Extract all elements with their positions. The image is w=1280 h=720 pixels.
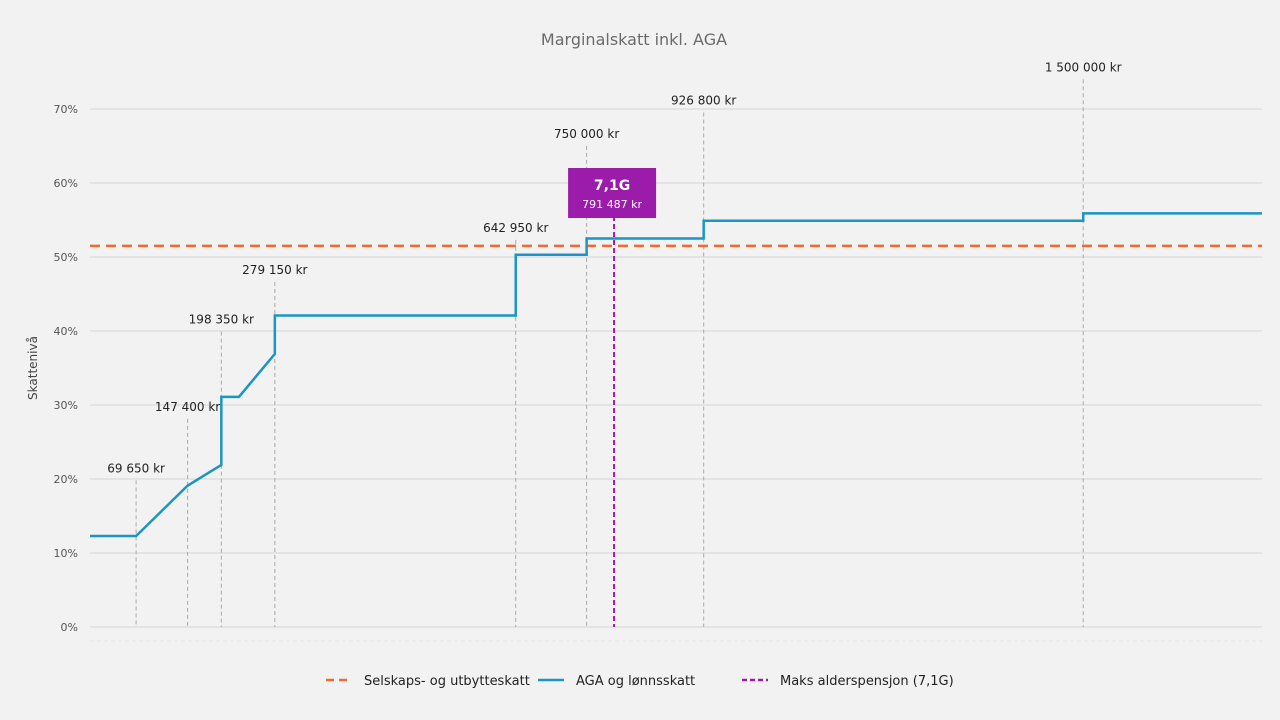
y-tick-label: 30% xyxy=(54,399,78,412)
marker-callout xyxy=(568,168,657,218)
series-line-aga xyxy=(90,212,1262,538)
legend-aga-label: AGA og lønnsskatt xyxy=(576,674,695,689)
threshold-lines: 69 650 kr 147 400 kr 198 350 kr 279 150 kr 6… xyxy=(107,60,1122,627)
threshold-label: 69 650 kr xyxy=(107,461,165,475)
chart-title: Marginalskatt inkl. AGA xyxy=(541,30,727,49)
y-axis-ticks: 0% 10% 20% 30% 40% 50% 60% 70% xyxy=(54,103,78,634)
y-tick-label: 0% xyxy=(61,621,78,634)
y-tick-label: 60% xyxy=(54,177,78,190)
threshold-label: 926 800 kr xyxy=(671,94,736,108)
legend: Selskaps- og utbytteskatt AGA og lønnsska… xyxy=(326,674,954,689)
y-tick-label: 20% xyxy=(54,473,78,486)
y-tick-label: 10% xyxy=(54,547,78,560)
legend-selskaps-label: Selskaps- og utbytteskatt xyxy=(364,674,530,689)
marker-group: 7,1G 791 487 kr xyxy=(568,168,657,627)
marker-callout-value: 791 487 kr xyxy=(582,198,642,211)
y-tick-label: 50% xyxy=(54,251,78,264)
marker-callout-title: 7,1G xyxy=(594,178,630,194)
threshold-label: 1 500 000 kr xyxy=(1045,60,1122,74)
y-tick-label: 70% xyxy=(54,103,78,116)
threshold-label: 750 000 kr xyxy=(554,127,619,141)
series-group xyxy=(90,212,1262,538)
threshold-label: 147 400 kr xyxy=(155,400,220,414)
y-tick-label: 40% xyxy=(54,325,78,338)
y-axis-label: Skattenivå xyxy=(26,336,40,400)
threshold-label: 198 350 kr xyxy=(189,313,254,327)
threshold-label: 642 950 kr xyxy=(483,221,548,235)
grid xyxy=(90,108,1262,642)
threshold-label: 279 150 kr xyxy=(242,263,307,277)
legend-marker-label: Maks alderspensjon (7,1G) xyxy=(780,674,954,689)
